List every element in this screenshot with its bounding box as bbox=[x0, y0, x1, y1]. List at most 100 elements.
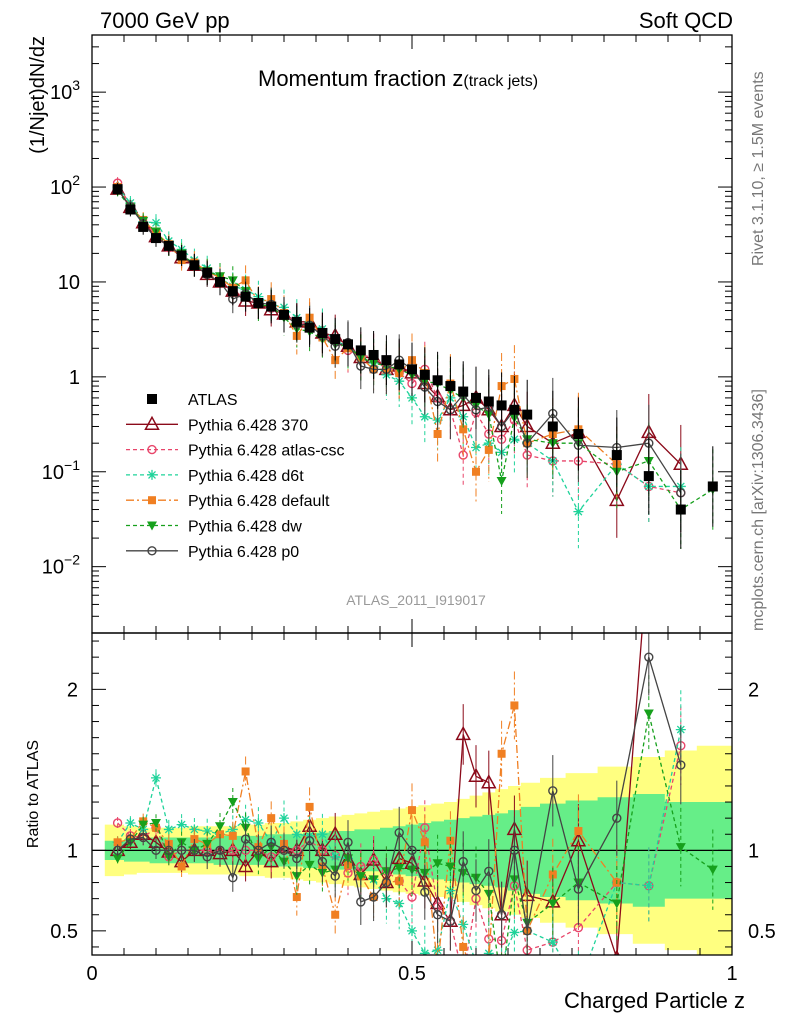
plot-title-main: Momentum fraction z bbox=[258, 66, 463, 91]
ratio-point-p0 bbox=[484, 866, 494, 876]
ratio-point-p0 bbox=[522, 926, 532, 936]
ratio-point-default bbox=[113, 838, 122, 847]
ratio-point-d6t bbox=[509, 927, 520, 938]
main-point-atlas bbox=[522, 409, 533, 420]
legend-item-p0: Pythia 6.428 p0 bbox=[126, 544, 299, 561]
ratio-point-p0 bbox=[240, 834, 251, 844]
ratio-point-dw bbox=[151, 818, 161, 828]
ratio-point-d6t bbox=[151, 772, 161, 783]
ratio-point-p0 bbox=[394, 827, 404, 838]
ratio-point-p0 bbox=[458, 856, 468, 867]
legend-marker bbox=[147, 394, 157, 404]
ratio-point-atlascsc bbox=[112, 818, 123, 828]
ratio-point-p0 bbox=[317, 856, 328, 867]
tick-base: 10 bbox=[50, 82, 72, 104]
ratio-point-p0 bbox=[343, 837, 353, 847]
legend-marker bbox=[144, 415, 160, 431]
top-y-tick-label: 103 bbox=[50, 77, 80, 104]
ratio-point-default bbox=[408, 806, 416, 815]
main-point-atlas bbox=[643, 471, 654, 482]
ratio-point-dw bbox=[547, 899, 558, 909]
main-point-atlas bbox=[330, 334, 341, 345]
ratio-point-p0 bbox=[432, 910, 443, 920]
ratio-point-dw bbox=[355, 872, 366, 882]
main-point-atlas bbox=[458, 386, 469, 397]
main-point-atlas bbox=[394, 359, 405, 370]
legend-item-dw: Pythia 6.428 dw bbox=[126, 519, 302, 536]
side-label-rivet: Rivet 3.1.10, ≥ 1.5M events bbox=[750, 71, 767, 266]
top-y-tick-label: 102 bbox=[50, 172, 80, 199]
ratio-point-p0 bbox=[509, 845, 520, 856]
ratio-point-atlascsc bbox=[459, 974, 467, 982]
ratio-point-p0 bbox=[228, 873, 238, 883]
ratio-point-dw bbox=[202, 839, 213, 849]
legend-label: Pythia 6.428 default bbox=[188, 493, 330, 510]
ratio-point-default bbox=[548, 870, 557, 879]
legend-label: Pythia 6.428 atlas-csc bbox=[188, 443, 345, 460]
ratio-point-d6t bbox=[471, 958, 481, 968]
ratio-point-p370 bbox=[481, 774, 497, 789]
ratio-point-p0 bbox=[420, 887, 430, 897]
legend-label: Pythia 6.428 d6t bbox=[188, 468, 304, 485]
ratio-y-tick-label-right: 2 bbox=[748, 679, 759, 701]
ratio-point-default bbox=[420, 838, 429, 847]
legend-item-atlascsc: Pythia 6.428 atlas-csc bbox=[126, 443, 345, 460]
ratio-point-dw bbox=[611, 899, 622, 909]
main-series bbox=[109, 177, 718, 549]
legend: ATLAS Pythia 6.428 370 Pythia 6.428 atlas-… bbox=[126, 392, 345, 561]
legend-label: Pythia 6.428 p0 bbox=[188, 544, 299, 561]
tick-base: 10 bbox=[58, 272, 80, 294]
main-point-atlas bbox=[707, 481, 718, 492]
ratio-line-p0 bbox=[117, 656, 682, 931]
ratio-point-d6t bbox=[125, 817, 136, 828]
x-tick-label: 0 bbox=[86, 963, 97, 985]
tick-exponent: −2 bbox=[64, 552, 80, 568]
main-point-atlas bbox=[227, 286, 238, 297]
main-point-atlas bbox=[509, 404, 520, 415]
ratio-point-d6t bbox=[432, 945, 443, 955]
ratio-point-dw bbox=[112, 854, 123, 864]
main-point-atlas bbox=[266, 301, 277, 312]
main-point-atlas bbox=[407, 364, 417, 375]
ratio-point-default bbox=[228, 831, 237, 840]
ratio-point-p0 bbox=[176, 845, 187, 856]
top-y-axis-title: (1/Njet)dN/dz bbox=[27, 36, 49, 154]
ratio-point-p370 bbox=[237, 857, 254, 873]
main-point-default bbox=[472, 467, 480, 476]
ratio-point-dw bbox=[643, 709, 654, 719]
legend-item-atlas: ATLAS bbox=[147, 392, 238, 409]
header-left: 7000 GeV pp bbox=[100, 8, 230, 33]
ratio-point-dw bbox=[304, 860, 315, 870]
ratio-point-d6t bbox=[483, 948, 494, 955]
ratio-point-d6t bbox=[643, 880, 654, 891]
ratio-point-p0 bbox=[112, 845, 123, 856]
header-right: Soft QCD bbox=[639, 8, 733, 33]
x-tick-label: 0.5 bbox=[398, 963, 426, 985]
main-point-atlas bbox=[176, 250, 187, 261]
ratio-point-default bbox=[574, 827, 583, 836]
ratio-point-default bbox=[305, 802, 314, 811]
ratio-point-default bbox=[331, 910, 340, 919]
ratio-y-axis-title: Ratio to ATLAS bbox=[25, 740, 42, 848]
main-point-atlas bbox=[471, 392, 481, 403]
tick-exponent: −1 bbox=[64, 457, 80, 473]
ratio-point-d6t bbox=[176, 819, 187, 830]
main-point-atlas bbox=[189, 260, 200, 271]
main-point-atlas bbox=[547, 421, 558, 432]
main-point-default bbox=[433, 429, 442, 438]
ratio-point-p0 bbox=[266, 837, 276, 847]
ratio-point-d6t bbox=[240, 814, 251, 825]
main-point-atlas bbox=[496, 400, 507, 411]
ratio-point-p0 bbox=[164, 845, 174, 856]
side-label-mcplots: mcplots.cern.ch [arXiv:1306.3436] bbox=[750, 389, 767, 631]
ratio-point-p0 bbox=[548, 786, 558, 796]
ratio-point-p0 bbox=[644, 652, 654, 662]
legend-marker bbox=[147, 521, 157, 531]
ratio-line-dw bbox=[117, 713, 714, 955]
top-y-tick-label: 10 bbox=[58, 272, 80, 294]
ratio-point-d6t bbox=[419, 948, 430, 955]
ratio-point-p0 bbox=[330, 871, 340, 881]
ratio-point-d6t bbox=[407, 925, 417, 936]
ratio-point-default bbox=[434, 964, 442, 972]
ratio-point-dw bbox=[138, 820, 149, 830]
